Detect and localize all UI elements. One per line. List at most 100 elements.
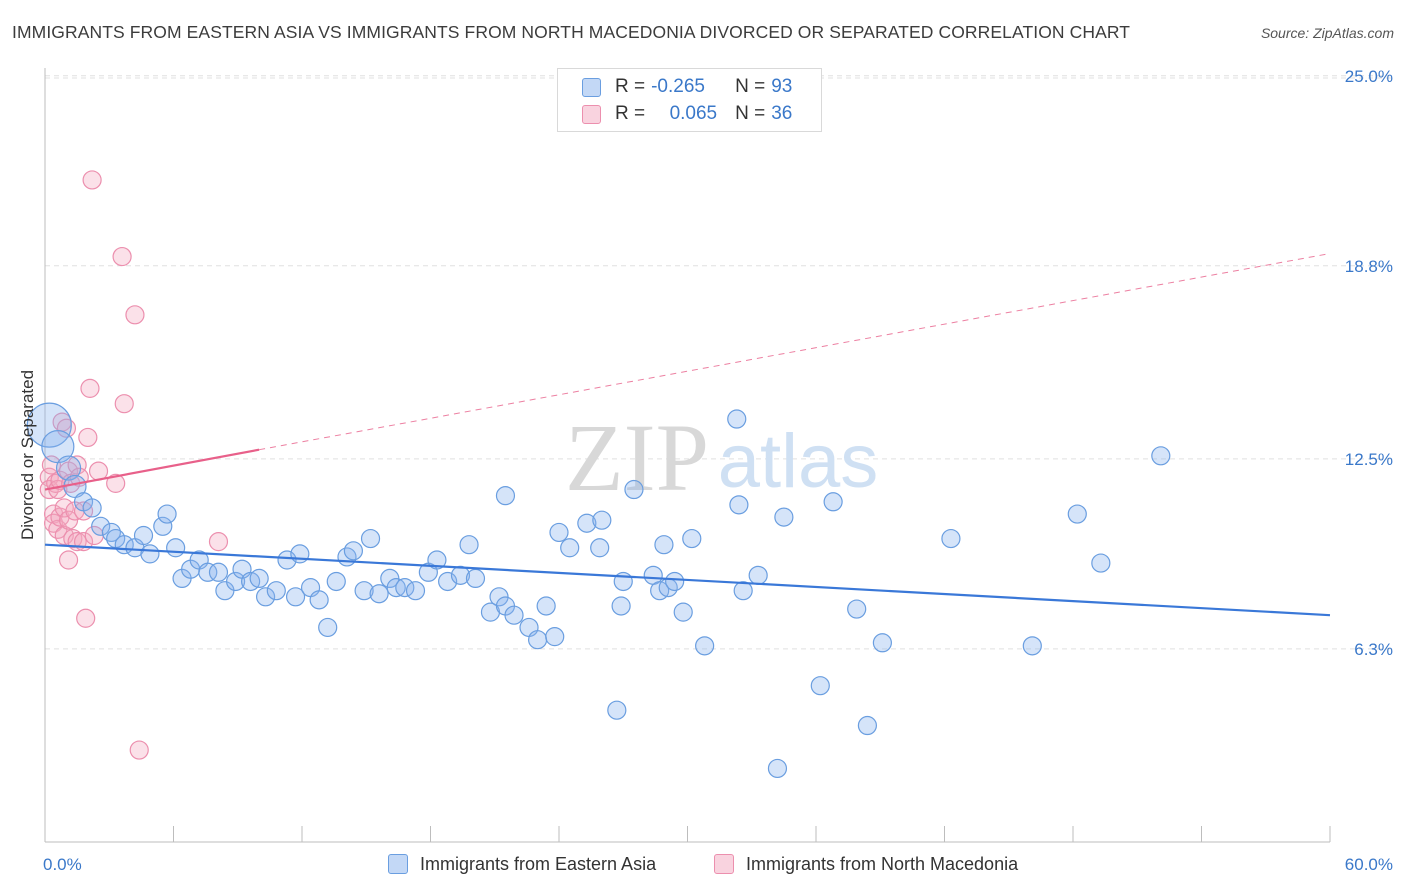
x-tick-label: 0.0% [43, 855, 82, 874]
data-point [309, 590, 329, 610]
data-point [727, 409, 747, 429]
data-point [549, 522, 569, 543]
data-point [106, 473, 126, 493]
pink-swatch [582, 104, 601, 124]
data-point [810, 676, 830, 696]
data-point [592, 510, 612, 530]
data-point [1091, 553, 1111, 573]
axes [44, 68, 1331, 843]
legend-row-north-macedonia: R = 0.065 N = 36 [582, 101, 792, 127]
correlation-legend: R = -0.265 N = 93 R = 0.065 N = 36 [557, 68, 822, 132]
data-point [545, 627, 565, 647]
data-point [607, 700, 627, 720]
data-point [495, 486, 516, 506]
data-point [427, 550, 447, 570]
y-tick-label: 6.3% [1354, 640, 1393, 659]
legend-item-north-macedonia: Immigrants from North Macedonia [714, 851, 1018, 877]
data-point [774, 507, 794, 527]
data-point [624, 479, 644, 500]
data-point [249, 568, 269, 589]
data-point [857, 715, 878, 736]
data-point [318, 617, 338, 638]
data-point [767, 758, 788, 779]
data-point [76, 608, 96, 628]
data-point [733, 581, 753, 601]
data-point [125, 305, 145, 325]
trend-line-north-macedonia-extrapolated [259, 253, 1331, 451]
data-point [590, 538, 610, 558]
watermark: ZIP atlas [565, 404, 878, 511]
data-point [682, 528, 702, 549]
data-point [41, 455, 62, 475]
legend-item-eastern-asia: Immigrants from Eastern Asia [388, 851, 656, 877]
data-point [1151, 446, 1171, 466]
trend-lines [44, 253, 1331, 617]
data-point [459, 535, 479, 555]
data-point [67, 455, 87, 475]
data-point [395, 578, 415, 598]
pink-swatch [714, 854, 734, 874]
n-label: N = [735, 103, 766, 124]
trend-line-north-macedonia [44, 448, 260, 491]
data-point [654, 535, 674, 555]
data-point [560, 538, 580, 558]
r-label: R = [615, 76, 646, 97]
watermark-atlas: atlas [718, 419, 879, 504]
data-point [1067, 504, 1087, 524]
tick-labels: 6.3% 12.5% 18.8% 25.0% 0.0% 60.0% [43, 67, 1393, 874]
data-point [82, 498, 102, 518]
data-point [166, 538, 186, 558]
n-value: 36 [771, 103, 793, 124]
data-point [129, 740, 149, 760]
legend-row-eastern-asia: R = -0.265 N = 93 [582, 74, 792, 100]
data-point [80, 378, 100, 398]
data-point [847, 599, 867, 619]
data-point [82, 170, 102, 190]
y-tick-label: 18.8% [1345, 257, 1393, 276]
r-label: R = [615, 103, 646, 124]
data-point [208, 562, 229, 582]
x-tick-label: 60.0% [1345, 855, 1393, 874]
data-point [58, 550, 79, 570]
series-eastern-asia [26, 402, 1171, 779]
data-point [665, 571, 685, 592]
r-value: -0.265 [651, 76, 705, 97]
data-point [1022, 636, 1042, 656]
trend-line-eastern-asia [44, 543, 1331, 617]
blue-swatch [388, 854, 408, 874]
y-tick-label: 25.0% [1345, 67, 1393, 86]
data-point [405, 581, 426, 601]
data-point [823, 492, 843, 512]
n-label: N = [735, 76, 766, 97]
data-point [536, 596, 556, 616]
data-point [78, 427, 98, 448]
data-point [26, 402, 72, 448]
data-point [114, 394, 134, 414]
data-point [255, 587, 276, 607]
data-point [55, 455, 82, 481]
data-point [611, 596, 631, 616]
n-value: 93 [771, 76, 793, 97]
data-point [360, 528, 381, 549]
data-point [226, 571, 246, 592]
blue-swatch [582, 77, 601, 97]
data-point [290, 544, 310, 564]
y-axis-label: Divorced or Separated [18, 369, 37, 541]
data-point [266, 581, 286, 601]
data-point [153, 516, 173, 536]
data-point [157, 504, 177, 524]
data-point [673, 602, 693, 622]
data-point [354, 581, 374, 601]
data-point [326, 571, 346, 592]
data-point [729, 495, 749, 515]
data-point [133, 525, 154, 546]
data-point [208, 532, 229, 552]
data-point [343, 541, 363, 561]
data-point [465, 568, 486, 589]
source-credit: Source: ZipAtlas.com [1260, 25, 1394, 41]
data-point [450, 565, 471, 585]
data-point [695, 636, 715, 656]
data-point [504, 605, 524, 625]
y-tick-label: 12.5% [1345, 450, 1393, 469]
data-point [285, 587, 306, 607]
